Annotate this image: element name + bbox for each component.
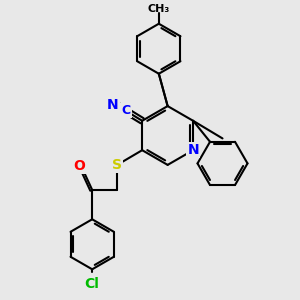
Text: C: C: [122, 104, 130, 117]
Text: N: N: [187, 143, 199, 157]
Text: S: S: [112, 158, 122, 172]
Text: N: N: [107, 98, 118, 112]
Text: Cl: Cl: [85, 277, 100, 291]
Text: CH₃: CH₃: [148, 4, 170, 14]
Text: O: O: [73, 159, 85, 173]
